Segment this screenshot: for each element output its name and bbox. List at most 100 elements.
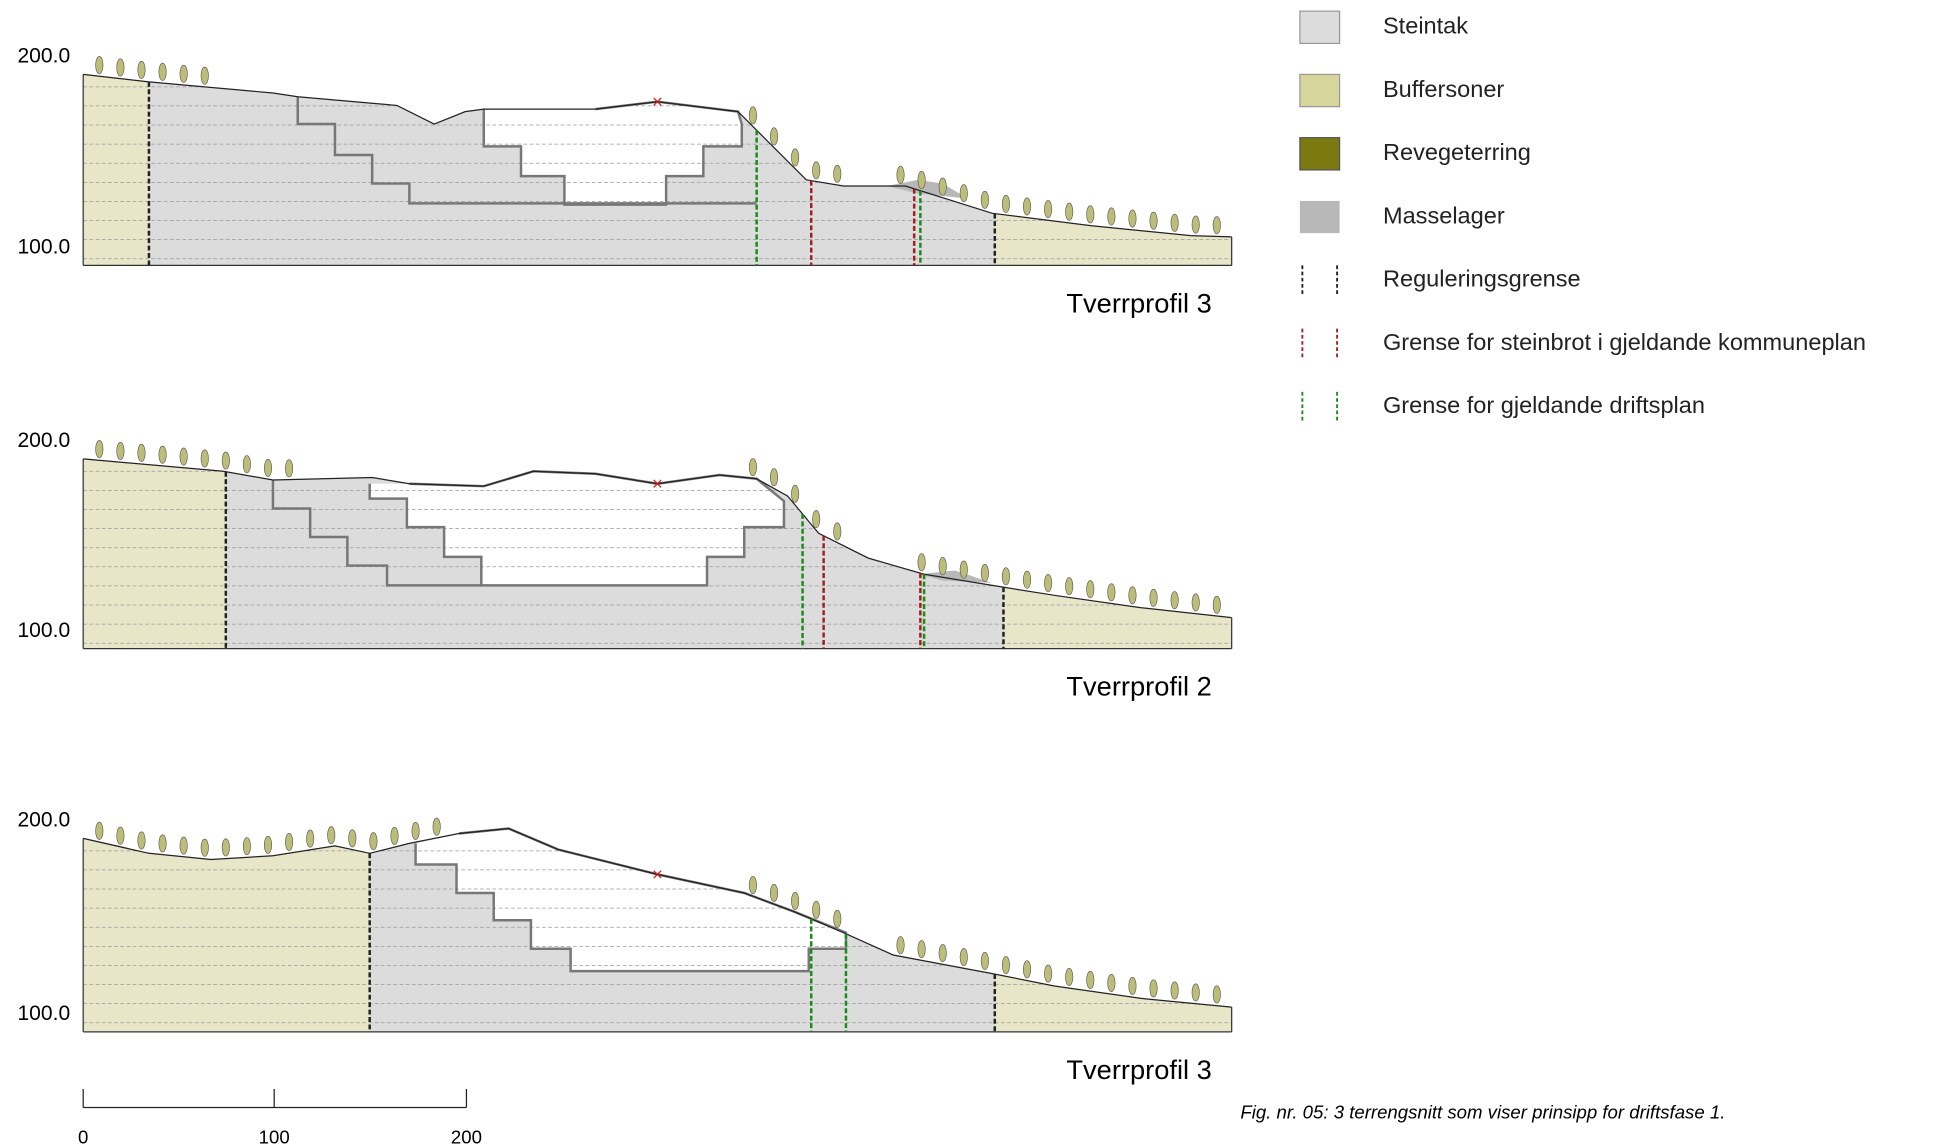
tree [1065, 202, 1074, 221]
tree [1023, 960, 1032, 979]
tree [938, 557, 947, 576]
tree [1023, 570, 1032, 589]
legend-swatch [1299, 10, 1341, 45]
tree [95, 440, 104, 459]
legend: Steintak Buffersoner Revegeterring Masselag… [1299, 10, 1866, 422]
tree [158, 445, 167, 464]
tree [137, 831, 146, 850]
marker [653, 870, 662, 879]
tree [1023, 197, 1032, 216]
tree [1044, 200, 1053, 219]
tree [179, 64, 188, 83]
tree [327, 826, 336, 845]
tree [1170, 981, 1179, 1000]
tree [1170, 591, 1179, 610]
quarry-cut [483, 101, 742, 205]
tree [116, 58, 125, 77]
legend-label: Reguleringsgrense [1383, 266, 1581, 292]
tree [369, 832, 378, 851]
tree [1149, 588, 1158, 607]
tree [432, 817, 441, 836]
elev-label: 200.0 [17, 45, 70, 68]
tree [137, 443, 146, 462]
tree [769, 883, 779, 902]
tree [1191, 215, 1200, 234]
tree [1212, 216, 1221, 235]
tree [938, 177, 947, 196]
tree [200, 838, 209, 857]
legend-label: Grense for gjeldande driftsplan [1383, 392, 1705, 418]
tree [1001, 194, 1010, 213]
legend-swatch [1299, 200, 1340, 234]
profile: 200.0 100.0 Tverrprofil 3 [17, 809, 1233, 1085]
terrain-line [83, 458, 1232, 619]
tree [348, 829, 357, 848]
tree [980, 952, 989, 971]
profile: 200.0 100.0 Tverrprofil 2 [17, 429, 1233, 702]
legend-label: Masselager [1383, 202, 1505, 228]
tree [1086, 970, 1095, 989]
tree [1128, 586, 1137, 605]
tree [833, 164, 842, 183]
tree [1212, 595, 1221, 614]
buffer-zone [83, 838, 370, 1032]
tree [959, 184, 968, 203]
tree [980, 564, 989, 583]
elev-label: 100.0 [17, 1002, 70, 1025]
scale-bar: 0 100 200 [78, 1088, 482, 1146]
elev-label: 100.0 [17, 619, 70, 642]
buffer-zone [994, 974, 1232, 1032]
tree [285, 833, 294, 852]
phase-steps [296, 96, 757, 205]
tree [1128, 977, 1137, 995]
tree [390, 826, 399, 845]
tree [959, 560, 968, 579]
elev-label: 100.0 [17, 236, 70, 259]
profile-label: Tverrprofil 3 [1066, 287, 1211, 318]
tree [917, 553, 926, 572]
legend-swatch [1299, 137, 1341, 171]
legend-label: Grense for steinbrot i gjeldande kommune… [1383, 329, 1866, 355]
tree [980, 190, 989, 209]
tree [1128, 209, 1137, 228]
tree [200, 449, 209, 468]
tree [833, 522, 842, 541]
profile-label: Tverrprofil 2 [1066, 671, 1211, 702]
tree [263, 835, 273, 854]
scale-label: 200 [451, 1126, 482, 1146]
tree [1065, 577, 1074, 596]
legend-swatch [1299, 73, 1341, 108]
tree [1191, 983, 1200, 1002]
tree [1212, 985, 1221, 1004]
elev-label: 200.0 [17, 429, 70, 452]
tree [812, 900, 821, 919]
legend-label: Buffersoner [1383, 76, 1504, 102]
elev-label: 200.0 [17, 809, 70, 832]
caption: Fig. nr. 05: 3 terrengsnitt som viser pr… [1240, 1102, 1725, 1123]
tree [917, 170, 926, 189]
tree [306, 829, 315, 848]
scale-label: 100 [259, 1126, 290, 1146]
buffer-zone [1003, 587, 1232, 649]
tree [748, 106, 757, 125]
tree [95, 821, 104, 840]
masselager [917, 570, 993, 583]
tree [116, 442, 125, 461]
tree [812, 510, 821, 529]
marker [653, 479, 662, 488]
tree [179, 836, 188, 855]
terrain-line [83, 827, 1232, 1008]
phase-steps [271, 479, 482, 587]
tree [1001, 567, 1010, 586]
tree [285, 459, 294, 478]
legend-label: Steintak [1383, 13, 1468, 39]
tree [221, 451, 230, 470]
tree [158, 62, 167, 81]
tree [959, 948, 968, 967]
tree [1044, 964, 1053, 983]
tree [1086, 205, 1095, 224]
tree [917, 940, 926, 959]
tree [158, 834, 167, 853]
tree [1044, 574, 1053, 593]
tree [263, 458, 273, 477]
